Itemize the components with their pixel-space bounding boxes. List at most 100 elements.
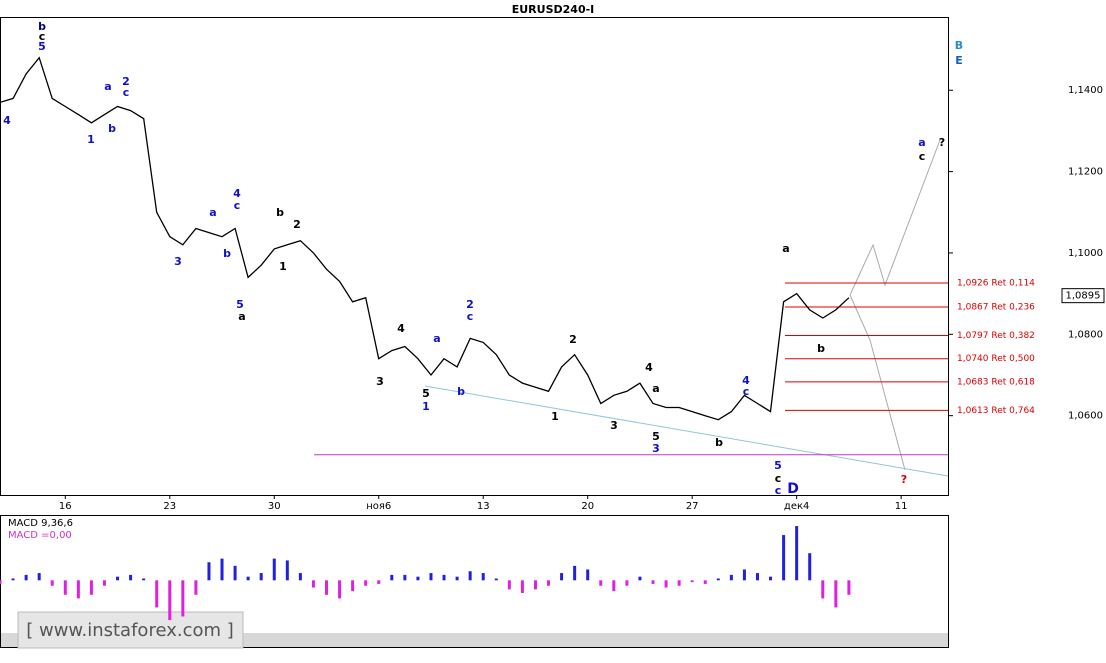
wave-label: 3	[376, 375, 384, 388]
macd-bar	[599, 580, 603, 586]
wave-label: b	[817, 342, 825, 355]
wave-label: 1	[87, 133, 95, 146]
macd-bar	[494, 578, 498, 581]
macd-bar	[742, 569, 746, 581]
macd-bar	[246, 576, 250, 581]
wave-label: b	[715, 436, 723, 449]
macd-bar	[795, 526, 799, 581]
macd-bar	[586, 569, 590, 581]
wave-label: a	[238, 310, 245, 323]
macd-bar	[729, 574, 733, 581]
trend-line	[424, 385, 949, 477]
wave-label: 2	[569, 333, 577, 346]
x-tick-label: 11	[895, 501, 908, 512]
wave-label: b	[223, 247, 231, 260]
wave-label: b	[457, 385, 465, 398]
fib-label: 1,0867 Ret 0,236	[957, 303, 1035, 313]
macd-bar	[325, 580, 328, 595]
macd-bar	[703, 580, 707, 584]
macd-bar	[129, 574, 133, 581]
fib-label: 1,0613 Ret 0,764	[957, 406, 1035, 416]
wave-label: c	[775, 472, 782, 485]
x-tick-label: 20	[581, 501, 594, 512]
macd-bar	[716, 578, 720, 581]
y-tick-label: 1,1400	[1068, 85, 1103, 96]
macd-bar	[638, 576, 642, 581]
macd-bar	[298, 573, 302, 581]
wave-label: 1	[551, 410, 559, 423]
macd-bar	[0, 580, 2, 584]
wave-label: B	[955, 39, 963, 52]
wave-label: b	[38, 20, 46, 33]
macd-bar	[625, 580, 629, 586]
wave-label: 4	[3, 114, 11, 127]
wave-label: c	[39, 30, 46, 43]
y-tick-label: 1,0800	[1068, 329, 1103, 340]
x-tick-label: 16	[59, 501, 72, 512]
macd-bar	[142, 578, 146, 581]
watermark: [ www.instaforex.com ]	[26, 620, 234, 641]
wave-label: c	[919, 150, 926, 163]
wave-label: 3	[174, 255, 182, 268]
macd-bar	[612, 580, 616, 592]
macd-bar	[573, 565, 577, 581]
macd-bar	[533, 580, 537, 590]
macd-bar	[351, 580, 355, 592]
macd-bar	[272, 558, 276, 581]
wave-label: a	[782, 242, 789, 255]
macd-bar	[547, 580, 551, 586]
macd-bar	[808, 553, 812, 581]
watermark-box	[17, 611, 244, 649]
macd-bar	[834, 580, 838, 608]
wave-label: a	[433, 332, 440, 345]
macd-bar	[769, 576, 773, 581]
macd-bar	[468, 571, 472, 581]
wave-label: c	[775, 484, 782, 497]
wave-label: ?	[901, 473, 907, 486]
macd-bar	[442, 574, 446, 581]
wave-label: a	[209, 206, 216, 219]
macd-bar	[364, 580, 368, 586]
x-tick-label: 30	[268, 501, 281, 512]
fib-label: 1,0797 Ret 0,382	[957, 331, 1035, 341]
macd-bar	[821, 580, 825, 599]
x-tick-label: 23	[163, 501, 176, 512]
wave-label: 5	[422, 387, 430, 400]
macd-subtitle: MACD =0,00	[8, 530, 72, 541]
macd-bar	[481, 573, 485, 581]
macd-bar	[755, 573, 759, 581]
wave-label: 1	[279, 260, 287, 273]
macd-bar	[76, 580, 80, 599]
wave-label: 3	[610, 419, 618, 432]
y-tick-label: 1,1000	[1068, 248, 1103, 259]
macd-bar	[233, 565, 237, 581]
wave-label: c	[123, 86, 130, 99]
fib-label: 1,0926 Ret 0,114	[957, 279, 1035, 289]
macd-bar	[24, 574, 28, 581]
macd-bar	[390, 574, 394, 581]
wave-label: 1	[422, 400, 430, 413]
wave-label: 5	[236, 298, 244, 311]
wave-label: 4	[645, 361, 653, 374]
wave-label: ?	[939, 136, 945, 149]
macd-bar	[507, 580, 511, 590]
macd-bar	[677, 580, 681, 586]
x-tick-label: ноя6	[366, 501, 391, 512]
wave-label: 2	[466, 298, 474, 311]
macd-bar	[455, 576, 459, 581]
macd-bar	[37, 573, 41, 581]
macd-bar	[50, 580, 54, 586]
macd-bar	[429, 573, 433, 581]
wave-label: D	[787, 481, 799, 497]
macd-bar	[416, 576, 420, 581]
fib-label: 1,0740 Ret 0,500	[957, 354, 1035, 364]
x-tick-label: 27	[686, 501, 699, 512]
macd-bar	[102, 580, 106, 586]
macd-bar	[311, 580, 315, 588]
x-tick-label: 13	[477, 501, 490, 512]
wave-label: 5	[774, 459, 782, 472]
price-panel	[0, 17, 949, 496]
price-line	[0, 56, 850, 421]
macd-bar	[664, 580, 668, 588]
